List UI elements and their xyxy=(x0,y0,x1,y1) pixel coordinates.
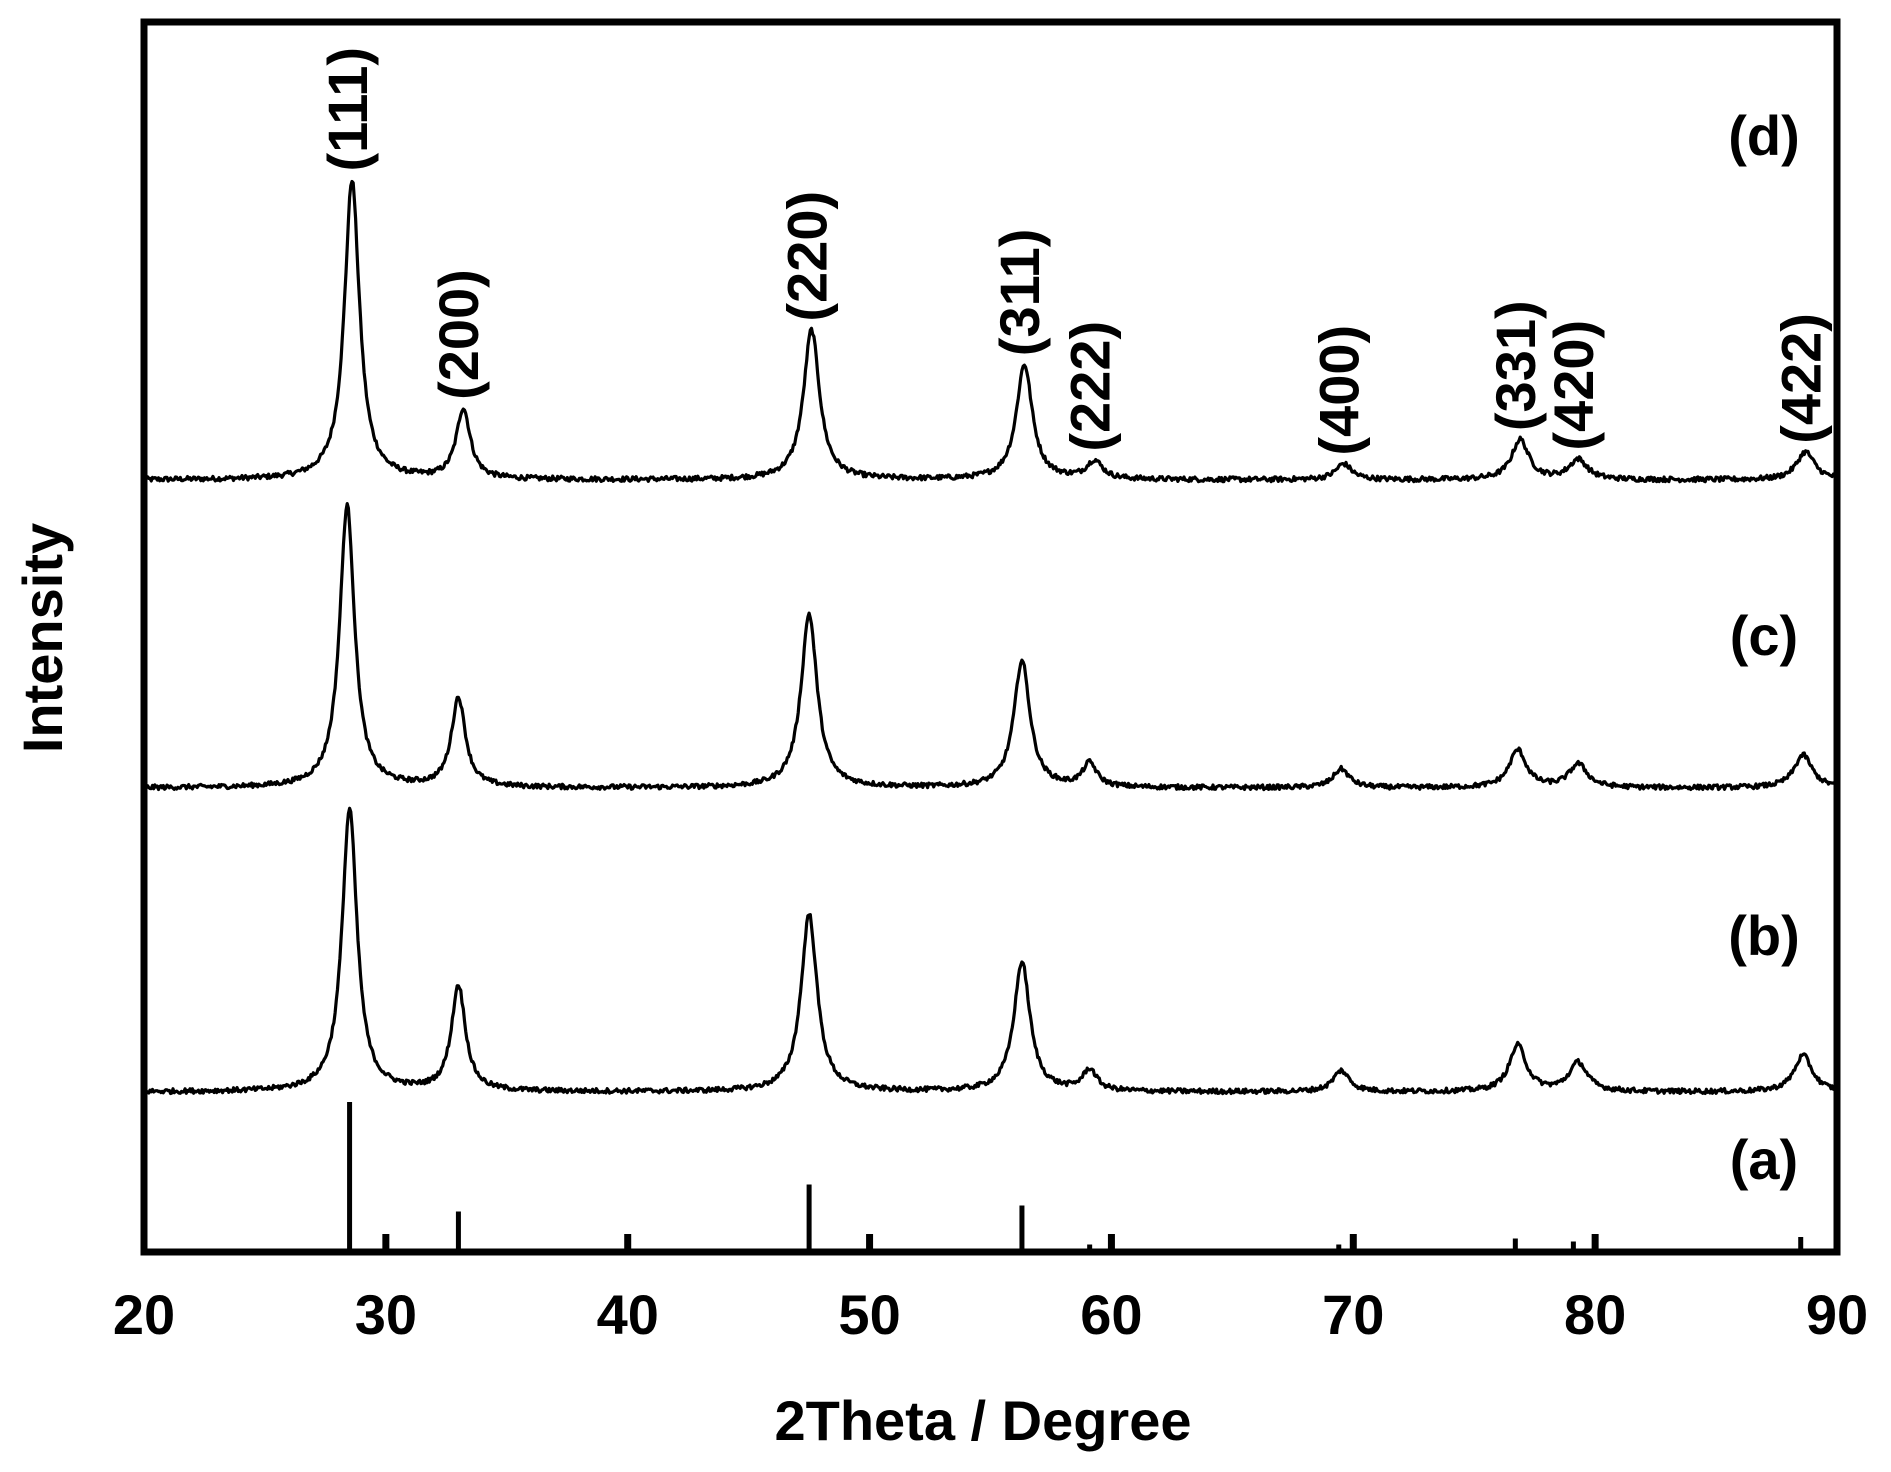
x-tick-label: 60 xyxy=(1080,1283,1142,1346)
peak-label: (222) xyxy=(1058,321,1121,452)
y-axis-label: Intensity xyxy=(11,523,74,753)
peak-label: (200) xyxy=(427,269,490,400)
peak-label: (422) xyxy=(1769,313,1832,444)
x-tick-label: 80 xyxy=(1564,1283,1626,1346)
curve-label: (c) xyxy=(1730,604,1798,667)
x-tick-label: 40 xyxy=(597,1283,659,1346)
peak-label: (111) xyxy=(316,47,379,172)
series-curve-1 xyxy=(142,502,1838,792)
peak-label: (400) xyxy=(1307,325,1370,456)
peak-label: (220) xyxy=(775,191,838,322)
x-tick-label: 50 xyxy=(838,1283,900,1346)
diffraction-curves xyxy=(142,179,1839,1096)
curve-label: (d) xyxy=(1728,104,1800,167)
plot-frame xyxy=(140,18,1841,1256)
peak-index-labels: (111) (200) (220) (311)(222) (400) (331)(420)… xyxy=(316,47,1833,456)
x-tick-label: 20 xyxy=(113,1283,175,1346)
peak-label: (420) xyxy=(1542,320,1605,451)
x-axis-label: 2Theta / Degree xyxy=(774,1389,1191,1452)
x-tick-label: 90 xyxy=(1806,1283,1868,1346)
series-curve-2 xyxy=(143,806,1839,1096)
curve-letter-labels: (d) (c) (b) (a) xyxy=(1728,104,1800,1191)
x-tick-label: 70 xyxy=(1322,1283,1384,1346)
axes: 20 30 40 50 60 70 80 90 xyxy=(113,18,1868,1346)
peak-label: (311) xyxy=(988,229,1051,357)
curve-label: (b) xyxy=(1728,904,1800,967)
series-curve-0 xyxy=(142,179,1838,484)
x-tick-label: 30 xyxy=(355,1283,417,1346)
peak-label: (331) xyxy=(1484,300,1547,431)
curve-label: (a) xyxy=(1730,1128,1798,1191)
